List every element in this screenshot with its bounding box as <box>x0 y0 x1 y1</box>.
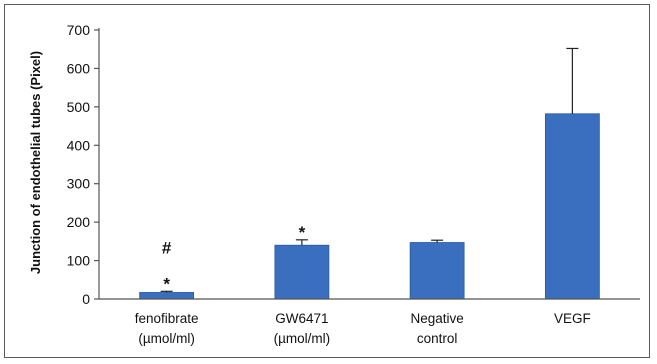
bar-group <box>139 113 600 300</box>
bar-2 <box>409 242 465 300</box>
y-tick-label: 700 <box>67 22 91 38</box>
y-axis-title-group: Junction of endothelial tubes (Pixel) <box>28 51 43 274</box>
bar-3 <box>544 113 600 300</box>
x-category-label: VEGF <box>554 311 591 326</box>
x-label-group: fenofibrate (µmol/ml) GW6471 (µmol/ml) Negat… <box>135 311 591 346</box>
y-tick-label: 0 <box>82 291 90 307</box>
bar-0 <box>139 292 195 300</box>
bar-1 <box>274 244 330 300</box>
x-category-label: control <box>417 331 458 346</box>
y-tick-label: 300 <box>67 176 91 192</box>
significance-marker: * <box>163 274 170 293</box>
y-tick-label: 500 <box>67 99 91 115</box>
x-category-label: fenofibrate <box>135 311 199 326</box>
y-tick-label: 600 <box>67 60 91 76</box>
x-category-label: GW6471 <box>275 311 328 326</box>
axes-group <box>98 28 640 300</box>
y-tick-group: 0 100 200 300 400 500 600 700 <box>67 22 99 307</box>
y-tick-label: 100 <box>67 253 91 269</box>
x-category-label: (µmol/ml) <box>138 331 195 346</box>
y-axis-title: Junction of endothelial tubes (Pixel) <box>28 51 43 274</box>
error-bar-group <box>160 47 579 293</box>
x-category-label: Negative <box>410 311 463 326</box>
y-tick-label: 200 <box>67 214 91 230</box>
significance-marker: * <box>299 223 306 242</box>
significance-marker: # <box>162 238 172 257</box>
x-category-label: (µmol/ml) <box>274 331 331 346</box>
y-tick-label: 400 <box>67 137 91 153</box>
annotation-group: * # * <box>162 223 306 293</box>
